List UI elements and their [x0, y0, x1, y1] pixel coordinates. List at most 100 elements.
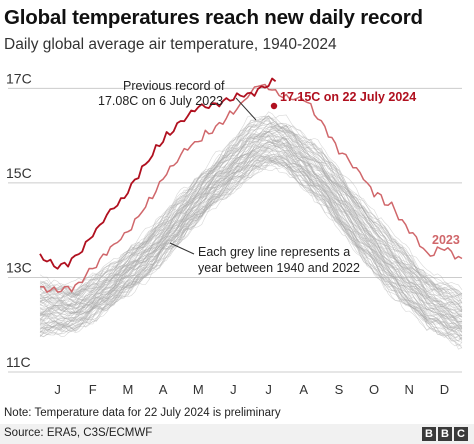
historic-year-line	[39, 157, 463, 340]
new-record-label: 17.15C on 22 July 2024	[280, 90, 416, 104]
historic-year-line	[39, 159, 463, 349]
historic-year-line	[39, 115, 463, 298]
x-tick-label: J	[265, 382, 272, 397]
historic-year-line	[39, 139, 463, 323]
historic-year-line	[39, 125, 463, 309]
bbc-logo: B B C	[422, 427, 468, 441]
historic-year-line	[40, 135, 463, 317]
label-2023: 2023	[432, 233, 460, 247]
historic-year-line	[39, 130, 463, 312]
historic-year-line	[39, 124, 463, 306]
historic-year-line	[39, 158, 463, 333]
historic-year-line	[39, 164, 463, 342]
historic-year-line	[39, 135, 463, 311]
historic-year-line	[39, 146, 463, 325]
x-tick-label: D	[440, 382, 449, 397]
source-text: Source: ERA5, C3S/ECMWF	[4, 427, 153, 439]
historic-year-line	[39, 131, 463, 314]
historic-year-line	[39, 149, 463, 330]
x-tick-label: J	[230, 382, 237, 397]
historic-year-line	[39, 132, 463, 315]
historic-year-line	[39, 139, 463, 329]
y-tick-label: 13C	[6, 259, 32, 275]
historic-year-line	[39, 155, 463, 337]
logo-letter: C	[454, 427, 468, 441]
historic-year-line	[39, 120, 463, 295]
historic-year-line	[39, 141, 463, 329]
grey-line-label-2: year between 1940 and 2022	[198, 261, 360, 275]
historic-year-line	[39, 117, 463, 299]
historic-year-line	[39, 161, 463, 347]
grid-lines	[8, 87, 462, 373]
previous-record-label-2: 17.08C on 6 July 2023	[98, 94, 223, 108]
historic-year-line	[39, 126, 463, 312]
historic-year-line	[39, 141, 463, 318]
historic-year-line	[39, 128, 463, 303]
historic-year-line	[39, 130, 463, 308]
source-bar: Source: ERA5, C3S/ECMWF B B C	[0, 424, 474, 444]
historic-year-line	[39, 156, 463, 333]
historic-year-line	[39, 135, 463, 323]
logo-letter: B	[422, 427, 436, 441]
historic-year-line	[39, 145, 463, 332]
historic-year-line	[39, 115, 463, 299]
historic-year-line	[39, 159, 463, 337]
historic-year-line	[39, 144, 463, 334]
x-tick-label: S	[335, 382, 344, 397]
historic-year-line	[39, 154, 463, 336]
historic-year-line	[39, 152, 463, 329]
historic-year-line	[39, 133, 463, 311]
historic-year-line	[39, 120, 463, 304]
historic-year-line	[39, 166, 463, 341]
historic-year-line	[39, 155, 463, 331]
historic-year-line	[39, 158, 463, 350]
historic-year-line	[39, 114, 463, 296]
historic-year-line	[39, 131, 463, 313]
x-tick-label: M	[193, 382, 204, 397]
historic-year-line	[39, 135, 463, 315]
historic-year-line	[39, 125, 463, 303]
historic-year-line	[39, 115, 463, 296]
grey-line-label-1: Each grey line represents a	[198, 245, 350, 259]
y-tick-label: 15C	[6, 165, 32, 181]
historic-year-line	[39, 116, 463, 303]
x-tick-label: O	[369, 382, 379, 397]
chart-subtitle: Daily global average air temperature, 19…	[4, 36, 337, 53]
historic-year-line	[39, 150, 463, 327]
historic-year-line	[39, 157, 463, 342]
x-tick-label: M	[122, 382, 133, 397]
x-tick-label: A	[159, 382, 168, 397]
series-lines	[39, 77, 463, 293]
historic-year-line	[39, 138, 463, 325]
historic-year-line	[39, 135, 463, 313]
x-tick-label: A	[299, 382, 308, 397]
y-tick-label: 17C	[6, 70, 32, 86]
historic-year-line	[39, 147, 463, 322]
historic-year-line	[39, 159, 463, 333]
historic-year-line	[39, 149, 463, 328]
new-record-marker	[270, 102, 278, 110]
logo-letter: B	[438, 427, 452, 441]
series-line-2024	[39, 77, 277, 270]
previous-record-label-1: Previous record of	[123, 79, 225, 93]
historic-year-line	[39, 123, 463, 311]
temperature-chart: 17C 15C 13C 11C J F M A M J J A S O N D Previous recor…	[6, 70, 463, 397]
historic-year-line	[39, 128, 463, 312]
historic-year-line	[39, 145, 462, 328]
historic-year-line	[39, 125, 463, 308]
historic-year-line	[39, 154, 463, 329]
historic-year-line	[39, 161, 463, 339]
x-tick-label: N	[405, 382, 414, 397]
historic-year-line	[39, 139, 463, 325]
historic-year-line	[39, 137, 462, 319]
historic-year-line	[39, 156, 463, 343]
historic-year-line	[39, 147, 463, 327]
historic-year-line	[39, 117, 463, 304]
y-tick-label: 11C	[6, 354, 31, 370]
chart-title: Global temperatures reach new daily reco…	[4, 6, 423, 29]
historic-year-line	[39, 120, 463, 302]
historic-year-line	[39, 140, 463, 322]
historic-year-line	[39, 156, 463, 337]
historic-year-line	[39, 154, 463, 331]
